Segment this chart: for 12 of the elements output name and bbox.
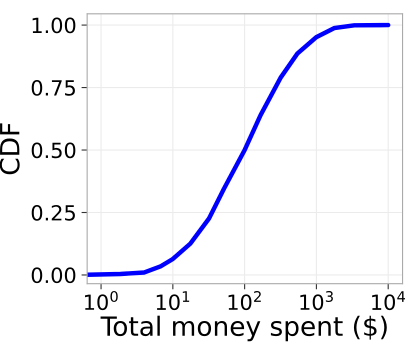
y-tick-label: 0.00 <box>32 267 76 284</box>
x-tick-label: 10$^{0}$ <box>85 291 118 310</box>
y-tick-label: 1.00 <box>32 18 76 34</box>
y-axis-title: CDF <box>0 123 20 174</box>
x-tick-label: 10$^{4}$ <box>372 291 406 310</box>
x-tick-label: 10$^{3}$ <box>300 291 333 310</box>
x-axis-title: Total money spent ($) <box>100 316 387 342</box>
y-tick-label: 0.25 <box>32 204 75 221</box>
y-tick-label: 0.75 <box>32 80 75 96</box>
y-tick-label: 0.50 <box>32 142 76 158</box>
x-tick-label: 10$^{2}$ <box>228 291 261 310</box>
x-tick-label: 10$^{1}$ <box>156 291 190 310</box>
